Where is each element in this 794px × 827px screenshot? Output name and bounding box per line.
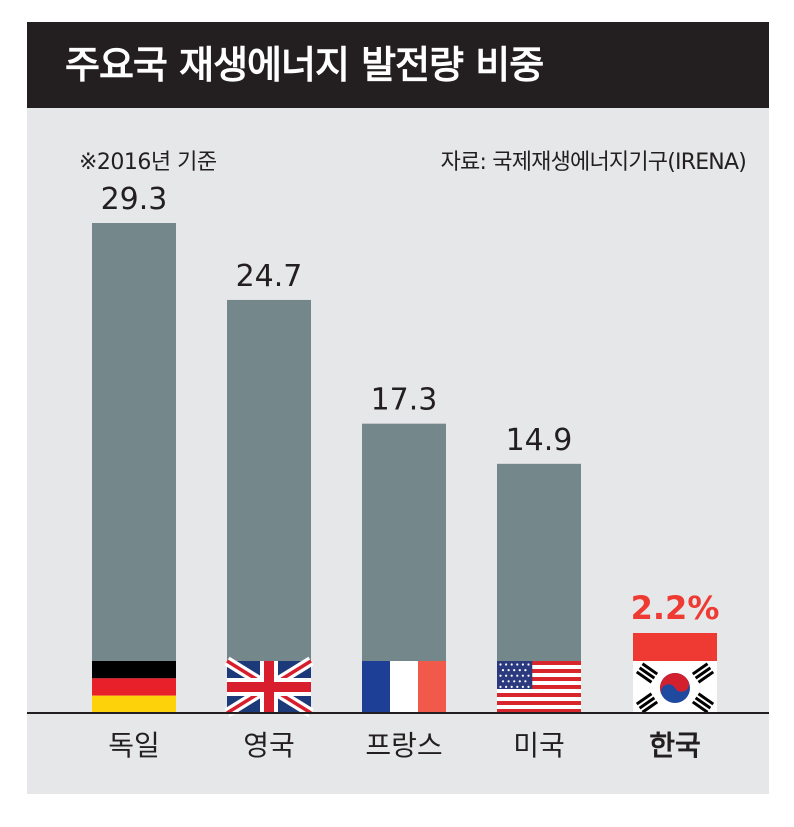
value-label: 2.2% <box>631 589 720 627</box>
flag-trigram <box>635 692 659 714</box>
uk-flag-icon <box>224 656 314 718</box>
category-label: 영국 <box>243 729 295 762</box>
flag-stripe <box>92 678 176 696</box>
flag-trigram <box>691 662 715 684</box>
flag-star <box>510 685 513 689</box>
flag-canton <box>497 661 533 689</box>
bar-한국 <box>633 633 717 661</box>
flag-star <box>527 674 530 677</box>
flag-star <box>513 669 516 672</box>
flag-star <box>499 674 502 677</box>
flag-stripe <box>92 661 176 679</box>
category-label: 한국 <box>649 729 701 762</box>
flag-stripe <box>497 709 581 714</box>
flag-star <box>521 674 525 677</box>
flag-star <box>505 674 508 677</box>
flag-stripe <box>497 705 581 710</box>
flag-star <box>505 685 508 689</box>
flag-star <box>521 663 525 666</box>
flag-star <box>524 669 527 672</box>
flag-stripe <box>497 693 581 698</box>
flag-stripe <box>497 697 581 702</box>
flag-star <box>516 685 519 689</box>
trigram-bar <box>697 670 715 684</box>
category-label: 독일 <box>108 729 160 762</box>
flag-trigram <box>691 692 715 714</box>
flag-stripe <box>497 661 581 666</box>
flag-star <box>521 685 525 689</box>
flag-star <box>527 685 530 689</box>
trigram-bar <box>694 696 712 710</box>
flag-stripe <box>92 695 176 713</box>
value-label: 29.3 <box>101 182 168 217</box>
flag-star <box>499 685 502 689</box>
bar-프랑스 <box>362 423 446 661</box>
flag-stripe <box>390 661 418 713</box>
flag-star <box>510 674 513 677</box>
flag-stripe <box>362 661 390 713</box>
basis-note: ※2016년 기준 <box>79 150 217 175</box>
flag-stripe <box>497 689 581 694</box>
value-label: 24.7 <box>236 259 303 294</box>
trigram-bar <box>691 700 709 714</box>
trigram-bar <box>641 700 659 714</box>
korea-flag-icon <box>633 661 717 714</box>
flag-star <box>501 680 505 683</box>
trigram-bar <box>691 662 709 676</box>
flag-star <box>524 680 527 683</box>
flag-star <box>516 674 519 677</box>
flag-stripe <box>497 685 581 690</box>
trigram-bar <box>638 666 656 680</box>
trigram-bar <box>635 670 653 684</box>
flag-stripe <box>497 701 581 706</box>
value-label: 17.3 <box>371 383 438 418</box>
flag-stripe <box>497 669 581 674</box>
france-flag-icon <box>362 661 446 713</box>
flag-stripe <box>497 681 581 686</box>
trigram-bar <box>697 692 715 706</box>
flag-stripe <box>497 677 581 682</box>
flag-star <box>505 663 508 666</box>
page-title: 주요국 재생에너지 발전량 비중 <box>27 22 769 108</box>
flag-star <box>510 663 513 666</box>
trigram-bar <box>694 666 712 680</box>
flag-stripe <box>497 665 581 670</box>
trigram-bar <box>638 696 656 710</box>
flag-star <box>513 680 516 683</box>
flag-star <box>516 663 519 666</box>
flag-taegeuk-red <box>660 672 689 696</box>
flag-stripe <box>497 673 581 678</box>
flag-star <box>518 669 521 672</box>
flag-trigram <box>635 662 659 684</box>
bar-미국 <box>497 463 581 661</box>
source-note: 자료: 국제재생에너지기구(IRENA) <box>440 150 747 175</box>
usa-flag-icon <box>497 661 581 714</box>
flag-star <box>507 680 510 683</box>
flag-cross-red <box>227 682 311 692</box>
trigram-bar <box>641 662 659 676</box>
germany-flag-icon <box>92 661 176 713</box>
flag-star <box>499 663 502 666</box>
trigram-bar <box>635 692 653 706</box>
value-label: 14.9 <box>506 423 573 458</box>
bar-영국 <box>227 299 311 661</box>
flag-star <box>518 680 521 683</box>
flag-stripe <box>418 661 446 713</box>
flag-star <box>501 669 505 672</box>
bar-독일 <box>92 223 176 661</box>
category-label: 프랑스 <box>365 729 442 762</box>
category-label: 미국 <box>513 729 565 762</box>
flag-star <box>527 663 530 666</box>
flag-star <box>507 669 510 672</box>
